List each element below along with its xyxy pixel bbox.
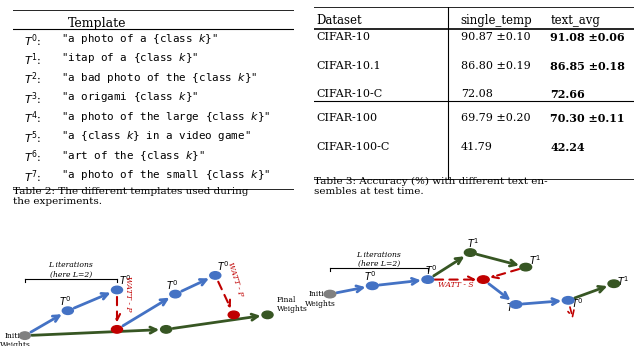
Text: CIFAR-10: CIFAR-10 [317,32,371,42]
Text: $T^0$: $T^0$ [166,278,179,292]
Text: "itap of a {class $k$}": "itap of a {class $k$}" [61,52,198,65]
Text: Dataset: Dataset [317,14,362,27]
Text: "art of the {class $k$}": "art of the {class $k$}" [61,149,205,163]
Text: 72.66: 72.66 [550,89,585,100]
Text: 70.30 ±0.11: 70.30 ±0.11 [550,113,625,125]
Circle shape [111,286,122,294]
Text: "a origami {class $k$}": "a origami {class $k$}" [61,90,198,104]
Circle shape [111,326,122,333]
Text: $T^{3}$:: $T^{3}$: [24,90,42,107]
Circle shape [520,263,532,271]
Circle shape [210,272,221,279]
Circle shape [228,311,239,319]
Text: $T^{7}$:: $T^{7}$: [24,168,42,185]
Circle shape [262,311,273,319]
Text: L iterations
(here L=2): L iterations (here L=2) [356,251,401,268]
Text: $T^0$: $T^0$ [59,294,71,308]
Text: $T^{6}$:: $T^{6}$: [24,149,42,165]
Text: 72.08: 72.08 [461,89,493,99]
Text: CIFAR-100-C: CIFAR-100-C [317,142,390,152]
Text: $T^0$: $T^0$ [572,297,584,310]
Circle shape [477,276,489,283]
Text: $T^{4}$:: $T^{4}$: [24,110,42,126]
Text: 69.79 ±0.20: 69.79 ±0.20 [461,113,531,124]
Circle shape [608,280,620,288]
Text: 41.79: 41.79 [461,142,493,152]
Text: $T^{2}$:: $T^{2}$: [24,71,42,88]
Text: $T^{5}$:: $T^{5}$: [24,129,42,146]
Text: $T^0$: $T^0$ [364,270,377,283]
Circle shape [161,326,172,333]
Text: "a photo of the small {class $k$}": "a photo of the small {class $k$}" [61,168,270,182]
Text: $T^1$: $T^1$ [617,274,630,288]
Text: $T^{0}$:: $T^{0}$: [24,32,42,48]
Circle shape [19,332,30,339]
Text: 42.24: 42.24 [550,142,585,153]
Text: Table 2: The different templates used during
the experiments.: Table 2: The different templates used du… [13,187,248,206]
Circle shape [324,290,336,298]
Text: $T^0$: $T^0$ [217,259,230,273]
Text: $T^1$: $T^1$ [467,236,479,250]
Text: 86.85 ±0.18: 86.85 ±0.18 [550,61,625,72]
Text: $T^0$: $T^0$ [424,263,437,277]
Circle shape [422,276,434,283]
Text: "a bad photo of the {class $k$}": "a bad photo of the {class $k$}" [61,71,257,85]
Circle shape [170,290,181,298]
Text: Final
Weights: Final Weights [276,295,308,313]
Text: Template: Template [68,17,127,30]
Text: L iterations
(here L=2): L iterations (here L=2) [49,261,93,279]
Text: "a {class $k$} in a video game": "a {class $k$} in a video game" [61,129,250,143]
Text: WATT - P: WATT - P [124,276,132,312]
Text: $T^0$: $T^0$ [506,301,519,315]
Text: $T^0$: $T^0$ [118,274,131,288]
Text: CIFAR-10-C: CIFAR-10-C [317,89,383,99]
Circle shape [510,301,522,308]
Text: CIFAR-10.1: CIFAR-10.1 [317,61,381,71]
Text: Initial
Weights: Initial Weights [305,290,335,308]
Circle shape [62,307,74,315]
Text: "a photo of a {class $k$}": "a photo of a {class $k$}" [61,32,218,46]
Circle shape [367,282,378,290]
Text: WATT - P: WATT - P [226,261,244,297]
Text: $T^{1}$:: $T^{1}$: [24,52,42,68]
Text: text_avg: text_avg [550,14,600,27]
Circle shape [465,249,476,256]
Text: "a photo of the large {class $k$}": "a photo of the large {class $k$}" [61,110,270,124]
Text: CIFAR-100: CIFAR-100 [317,113,378,124]
Text: $T^1$: $T^1$ [529,253,541,267]
Text: 86.80 ±0.19: 86.80 ±0.19 [461,61,531,71]
Circle shape [563,297,574,304]
Text: single_temp: single_temp [461,14,532,27]
Text: 91.08 ±0.06: 91.08 ±0.06 [550,32,625,43]
Text: 90.87 ±0.10: 90.87 ±0.10 [461,32,531,42]
Text: Initial
Weights: Initial Weights [0,332,31,346]
Text: Table 3: Accuracy (%) with different text en-
sembles at test time.: Table 3: Accuracy (%) with different tex… [314,176,547,196]
Text: WATT - S: WATT - S [438,281,474,289]
